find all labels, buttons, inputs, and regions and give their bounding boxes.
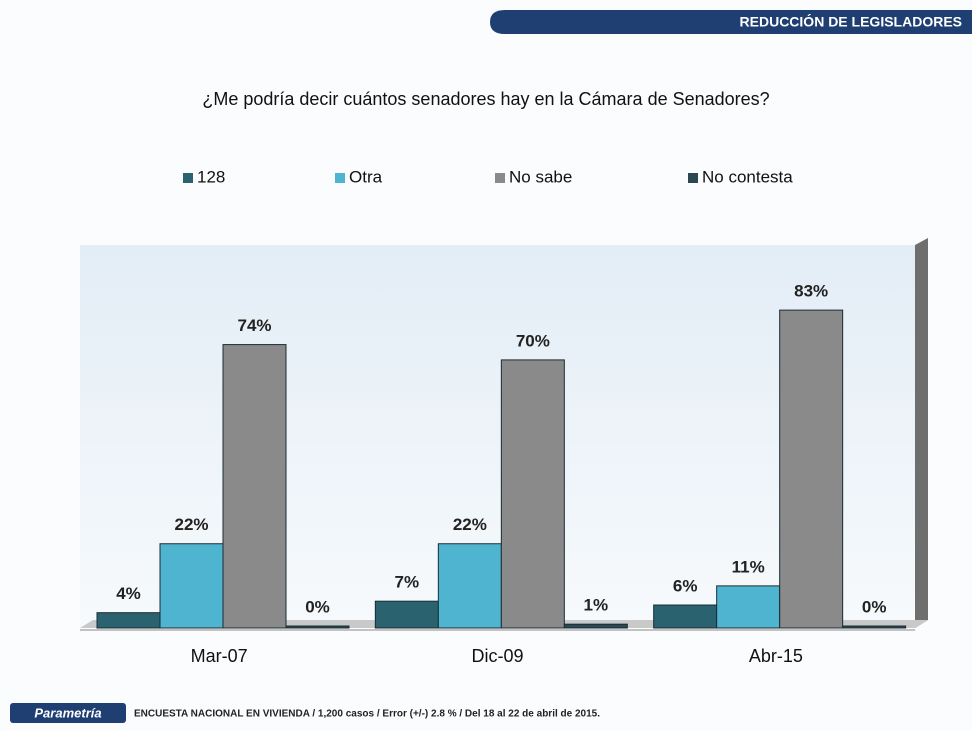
bar — [286, 626, 349, 628]
bar — [97, 613, 160, 628]
legend-swatch — [183, 173, 193, 183]
header-title: REDUCCIÓN DE LEGISLADORES — [740, 13, 962, 30]
value-label: 0% — [305, 597, 330, 616]
bar — [375, 601, 438, 628]
legend-label: No contesta — [702, 167, 793, 186]
value-label: 6% — [673, 577, 698, 596]
chart-title: ¿Me podría decir cuántos senadores hay e… — [202, 89, 769, 109]
x-tick-label: Dic-09 — [471, 646, 523, 666]
value-label: 22% — [453, 515, 487, 534]
value-label: 70% — [516, 331, 550, 350]
bar — [501, 360, 564, 628]
bar — [843, 626, 906, 628]
bar — [223, 345, 286, 628]
slide: REDUCCIÓN DE LEGISLADORES ¿Me podría dec… — [0, 0, 972, 730]
legend-label: No sabe — [509, 167, 572, 186]
value-label: 4% — [116, 584, 141, 603]
x-tick-label: Abr-15 — [749, 646, 803, 666]
legend-swatch — [688, 173, 698, 183]
value-label: 0% — [862, 597, 887, 616]
legend-label: Otra — [349, 167, 383, 186]
legend-swatch — [495, 173, 505, 183]
footer-brand: Parametría — [34, 705, 101, 720]
bar — [654, 605, 717, 628]
footer-note: ENCUESTA NACIONAL EN VIVIENDA / 1,200 ca… — [134, 709, 600, 720]
value-label: 74% — [237, 316, 271, 335]
legend-label: 128 — [197, 167, 225, 186]
bar — [717, 586, 780, 628]
bar — [160, 544, 223, 628]
bar — [438, 544, 501, 628]
bar — [564, 624, 627, 628]
value-label: 11% — [732, 557, 765, 576]
value-label: 1% — [584, 596, 609, 615]
value-label: 7% — [395, 573, 420, 592]
legend-swatch — [335, 173, 345, 183]
plot-wall — [915, 238, 928, 628]
x-tick-label: Mar-07 — [191, 646, 248, 666]
value-label: 22% — [174, 515, 208, 534]
bar — [780, 310, 843, 628]
value-label: 83% — [794, 282, 828, 301]
